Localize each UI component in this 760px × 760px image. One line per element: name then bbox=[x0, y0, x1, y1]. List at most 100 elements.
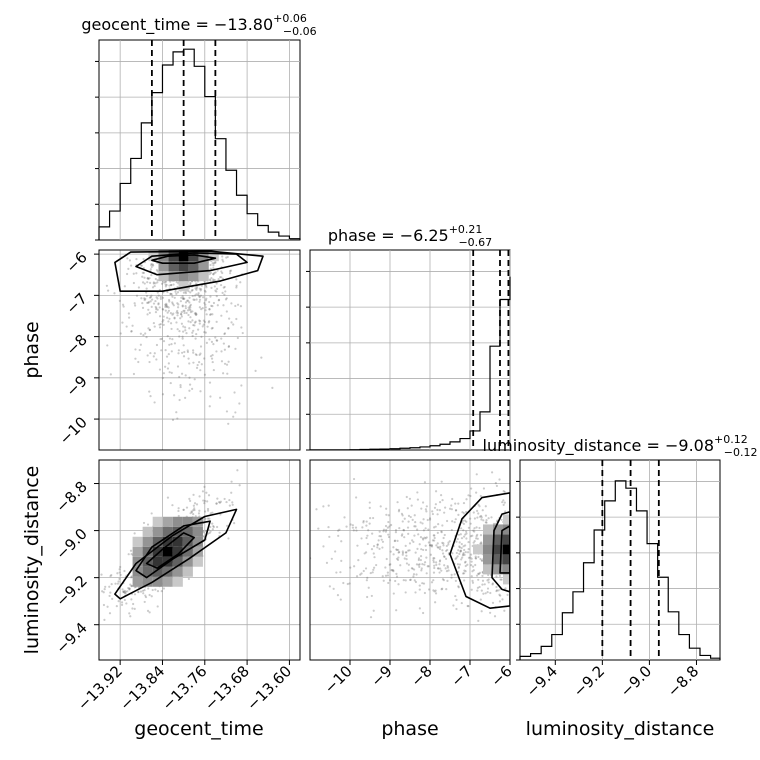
sample-point bbox=[445, 544, 448, 548]
y-tick-label: −10 bbox=[56, 413, 91, 448]
sample-point bbox=[470, 575, 473, 578]
density-cell bbox=[513, 564, 523, 574]
sample-point bbox=[157, 302, 160, 305]
sample-point bbox=[467, 556, 471, 559]
sample-point bbox=[348, 582, 351, 585]
sample-point bbox=[195, 282, 198, 285]
panel-frame bbox=[98, 39, 301, 241]
density-cell bbox=[503, 514, 510, 525]
sample-point bbox=[154, 282, 157, 285]
sample-point bbox=[419, 521, 422, 524]
sample-point bbox=[187, 299, 190, 302]
density-cell bbox=[168, 250, 179, 252]
sample-point bbox=[150, 265, 153, 269]
sample-point bbox=[234, 304, 237, 308]
sample-point bbox=[423, 536, 426, 539]
sample-point bbox=[200, 308, 203, 311]
density-cell bbox=[142, 526, 153, 537]
sample-point bbox=[438, 508, 441, 512]
sample-point bbox=[444, 567, 447, 570]
sample-point bbox=[395, 575, 399, 578]
sample-point bbox=[193, 312, 197, 315]
sample-point bbox=[416, 498, 419, 501]
sample-point bbox=[122, 590, 125, 593]
sample-point bbox=[150, 512, 153, 515]
sample-point bbox=[365, 579, 368, 582]
sample-point bbox=[130, 330, 133, 333]
sample-point bbox=[461, 556, 464, 559]
sample-point bbox=[476, 586, 479, 589]
density-cell bbox=[162, 516, 173, 527]
density-cell bbox=[188, 251, 199, 262]
sample-point bbox=[191, 331, 194, 334]
sample-point bbox=[478, 515, 482, 518]
sample-point bbox=[476, 509, 479, 512]
density-cell bbox=[182, 536, 193, 547]
sample-point bbox=[447, 541, 450, 544]
sample-point bbox=[481, 583, 484, 586]
sample-point bbox=[119, 332, 122, 335]
sample-point bbox=[144, 594, 147, 597]
sample-point bbox=[455, 551, 458, 555]
sample-point bbox=[429, 553, 432, 556]
sample-point bbox=[145, 287, 148, 290]
sample-point bbox=[477, 572, 480, 576]
sample-point bbox=[334, 550, 337, 553]
sample-point bbox=[441, 549, 444, 552]
sample-point bbox=[464, 564, 467, 568]
sample-point bbox=[437, 523, 440, 526]
density-cell bbox=[158, 271, 169, 282]
sample-point bbox=[204, 518, 207, 521]
sample-point bbox=[212, 266, 215, 270]
sample-point bbox=[181, 295, 184, 298]
sample-point bbox=[209, 525, 212, 529]
sample-point bbox=[479, 534, 483, 537]
sample-point bbox=[148, 277, 151, 280]
sample-point bbox=[192, 351, 195, 354]
sample-point bbox=[109, 574, 112, 578]
sample-point bbox=[462, 545, 465, 548]
sample-point bbox=[192, 349, 195, 352]
sample-point bbox=[210, 304, 213, 307]
sample-point bbox=[125, 602, 128, 605]
sample-point bbox=[192, 298, 195, 301]
sample-point bbox=[183, 309, 186, 312]
quantile-lines bbox=[601, 460, 660, 660]
sample-point bbox=[208, 278, 211, 281]
sample-point bbox=[206, 325, 209, 328]
sample-point bbox=[169, 292, 172, 296]
sample-point bbox=[387, 533, 390, 536]
sample-point bbox=[454, 509, 458, 512]
sample-point bbox=[487, 573, 490, 577]
sample-point bbox=[170, 327, 173, 331]
sample-point bbox=[185, 311, 188, 315]
sample-point bbox=[201, 325, 204, 328]
sample-point bbox=[432, 534, 435, 537]
density-cell bbox=[142, 546, 153, 557]
sample-point bbox=[172, 312, 175, 315]
sample-point bbox=[436, 531, 439, 534]
sample-point bbox=[456, 555, 459, 558]
sample-point bbox=[162, 340, 166, 343]
sample-point bbox=[373, 566, 376, 569]
sample-point bbox=[433, 506, 437, 509]
sample-point bbox=[182, 309, 185, 312]
sample-point bbox=[222, 304, 225, 307]
panel-frame bbox=[309, 459, 511, 661]
sample-point bbox=[225, 297, 228, 300]
sample-point bbox=[239, 305, 243, 308]
sample-point bbox=[130, 585, 133, 588]
sample-point bbox=[365, 520, 368, 523]
sample-point bbox=[194, 353, 197, 356]
sample-point bbox=[495, 484, 498, 488]
x-tick-label: −9.4 bbox=[523, 662, 561, 700]
sample-point bbox=[433, 566, 436, 570]
sample-point bbox=[135, 258, 138, 261]
sample-point bbox=[219, 500, 222, 503]
sample-point bbox=[213, 279, 216, 282]
sample-point bbox=[422, 611, 425, 615]
sample-point bbox=[387, 514, 390, 517]
sample-point bbox=[441, 578, 445, 581]
sample-point bbox=[459, 533, 462, 536]
sample-point bbox=[130, 575, 133, 578]
